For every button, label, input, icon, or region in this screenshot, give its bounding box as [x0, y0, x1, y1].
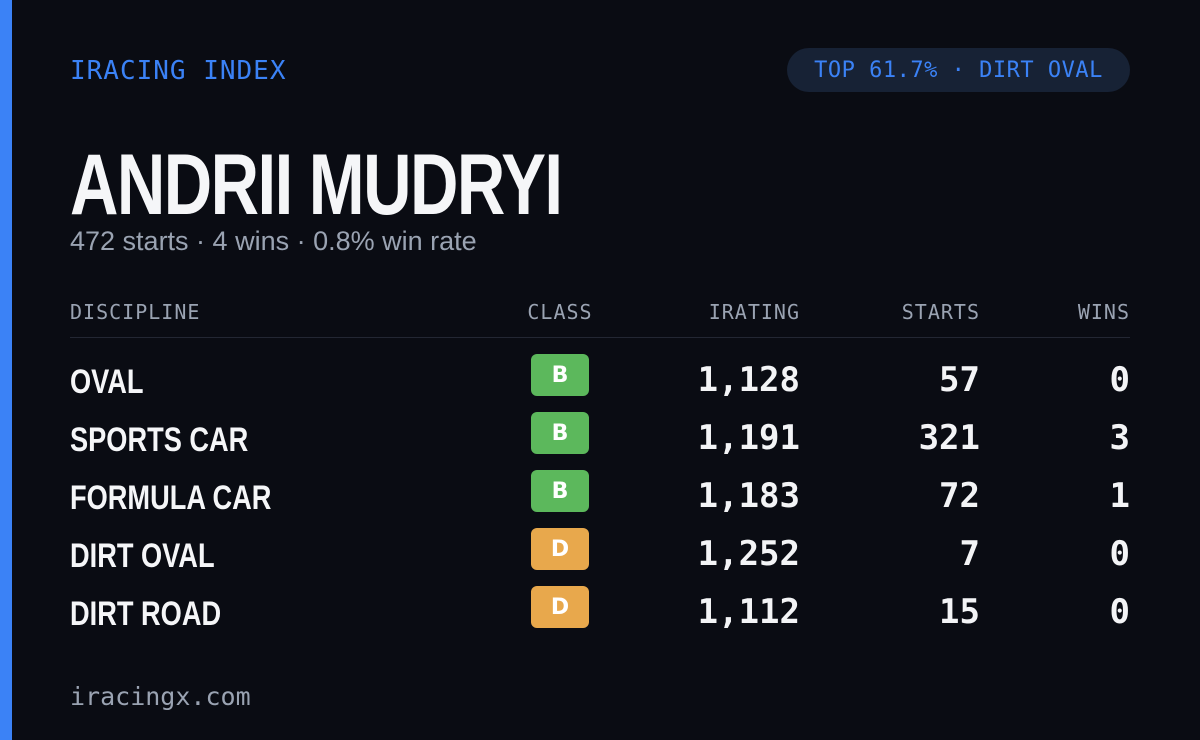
column-header: DISCIPLINE	[70, 300, 201, 324]
class-badge: B	[531, 354, 589, 396]
irating-value: 1,128	[697, 360, 800, 400]
irating-value: 1,252	[697, 534, 800, 574]
discipline: FORMULA CAR	[70, 479, 272, 517]
irating-value: 1,112	[697, 592, 800, 632]
column-header: WINS	[1077, 300, 1130, 324]
driver-name: ANDRII MUDRYI	[70, 137, 563, 233]
starts-value: 7	[959, 534, 980, 574]
wins-value: 0	[1109, 592, 1130, 632]
irating-value: 1,183	[697, 476, 800, 516]
starts-value: 72	[939, 476, 980, 516]
discipline: SPORTS CAR	[70, 421, 249, 459]
wins-value: 3	[1109, 418, 1130, 458]
discipline: OVAL	[70, 363, 144, 401]
rank-badge: TOP 61.7% · DIRT OVAL	[787, 48, 1130, 92]
column-header: CLASS	[527, 300, 593, 324]
column-header: STARTS	[901, 300, 980, 324]
class-badge: D	[531, 586, 589, 628]
accent-stripe	[0, 0, 12, 740]
footer-site: iracingx.com	[70, 682, 251, 711]
irating-value: 1,191	[697, 418, 800, 458]
wins-value: 0	[1109, 534, 1130, 574]
starts-value: 57	[939, 360, 980, 400]
wins-value: 0	[1109, 360, 1130, 400]
summary: 472 starts · 4 wins · 0.8% win rate	[70, 226, 477, 256]
class-badge: B	[531, 470, 589, 512]
brand: IRACING INDEX	[70, 56, 287, 86]
column-header: IRATING	[708, 300, 800, 324]
header-rule	[70, 337, 1130, 338]
wins-value: 1	[1109, 476, 1130, 516]
class-badge: D	[531, 528, 589, 570]
class-badge: B	[531, 412, 589, 454]
starts-value: 15	[939, 592, 980, 632]
starts-value: 321	[918, 418, 980, 458]
discipline: DIRT OVAL	[70, 537, 215, 575]
discipline: DIRT ROAD	[70, 595, 222, 633]
